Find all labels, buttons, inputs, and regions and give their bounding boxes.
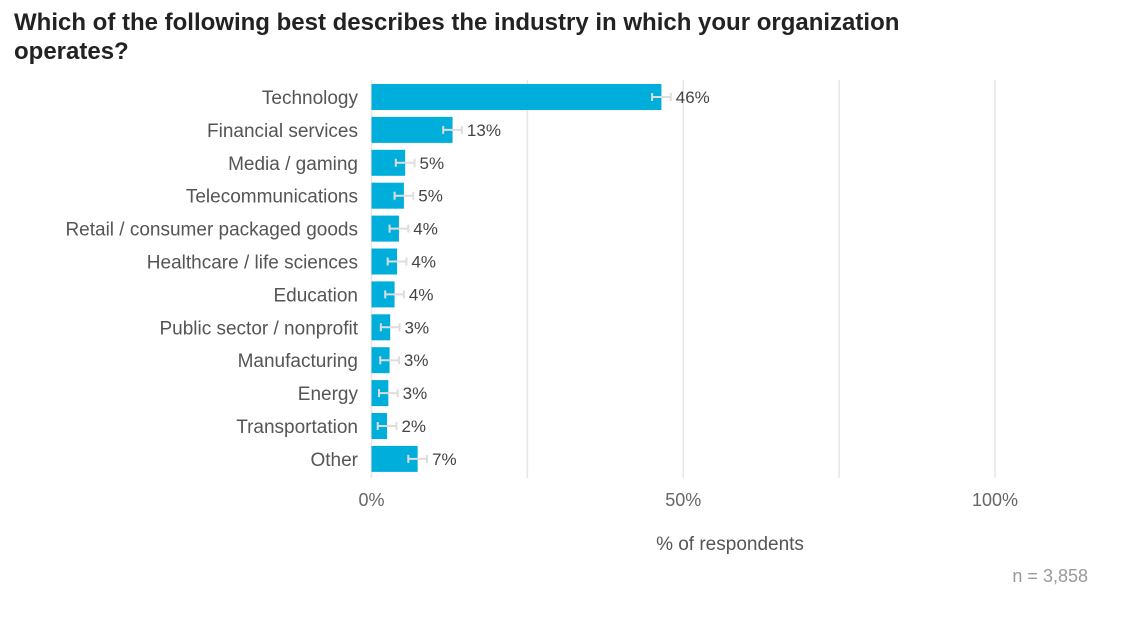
- category-label: Retail / consumer packaged goods: [65, 220, 358, 241]
- category-label: Energy: [298, 384, 359, 405]
- category-label: Telecommunications: [186, 187, 358, 208]
- error-bar: [394, 158, 416, 167]
- bar: [371, 116, 453, 143]
- sample-size-label: n = 3,858: [1012, 566, 1088, 586]
- category-label: Education: [273, 285, 358, 306]
- error-bar: [376, 422, 398, 430]
- error-bar: [379, 356, 400, 365]
- data-label: 46%: [676, 88, 710, 107]
- chart-title: Which of the following best describes th…: [14, 9, 900, 65]
- data-label: 7%: [432, 450, 457, 469]
- x-tick-label: 50%: [665, 490, 701, 510]
- error-bar: [442, 125, 463, 134]
- x-axis-title: % of respondents: [656, 534, 804, 555]
- data-label: 3%: [404, 351, 429, 370]
- error-bar: [379, 323, 401, 332]
- data-label: 13%: [467, 121, 501, 140]
- error-bar: [384, 290, 405, 299]
- data-label: 3%: [405, 318, 430, 337]
- category-label: Transportation: [236, 417, 358, 438]
- data-label: 2%: [401, 417, 426, 436]
- x-tick-label: 0%: [358, 490, 384, 510]
- x-tick-label: 100%: [972, 490, 1018, 510]
- error-bar: [393, 191, 415, 200]
- bar: [371, 84, 662, 110]
- category-label: Other: [310, 450, 358, 471]
- data-label: 3%: [403, 384, 428, 403]
- category-label: Healthcare / life sciences: [147, 253, 358, 274]
- error-bar: [407, 454, 428, 463]
- data-label: 4%: [413, 220, 438, 239]
- bar: [371, 281, 395, 308]
- category-label: Media / gaming: [228, 154, 358, 175]
- data-label: 4%: [409, 285, 434, 304]
- category-label: Financial services: [207, 121, 358, 142]
- data-label: 4%: [411, 253, 436, 272]
- error-bar: [651, 93, 672, 101]
- category-label: Technology: [262, 88, 359, 109]
- error-bar: [388, 224, 410, 233]
- data-label: 5%: [418, 187, 443, 206]
- category-label: Manufacturing: [238, 351, 358, 372]
- category-label: Public sector / nonprofit: [159, 318, 358, 339]
- data-label: 5%: [420, 154, 445, 173]
- error-bar: [377, 389, 399, 398]
- error-bar: [386, 257, 408, 266]
